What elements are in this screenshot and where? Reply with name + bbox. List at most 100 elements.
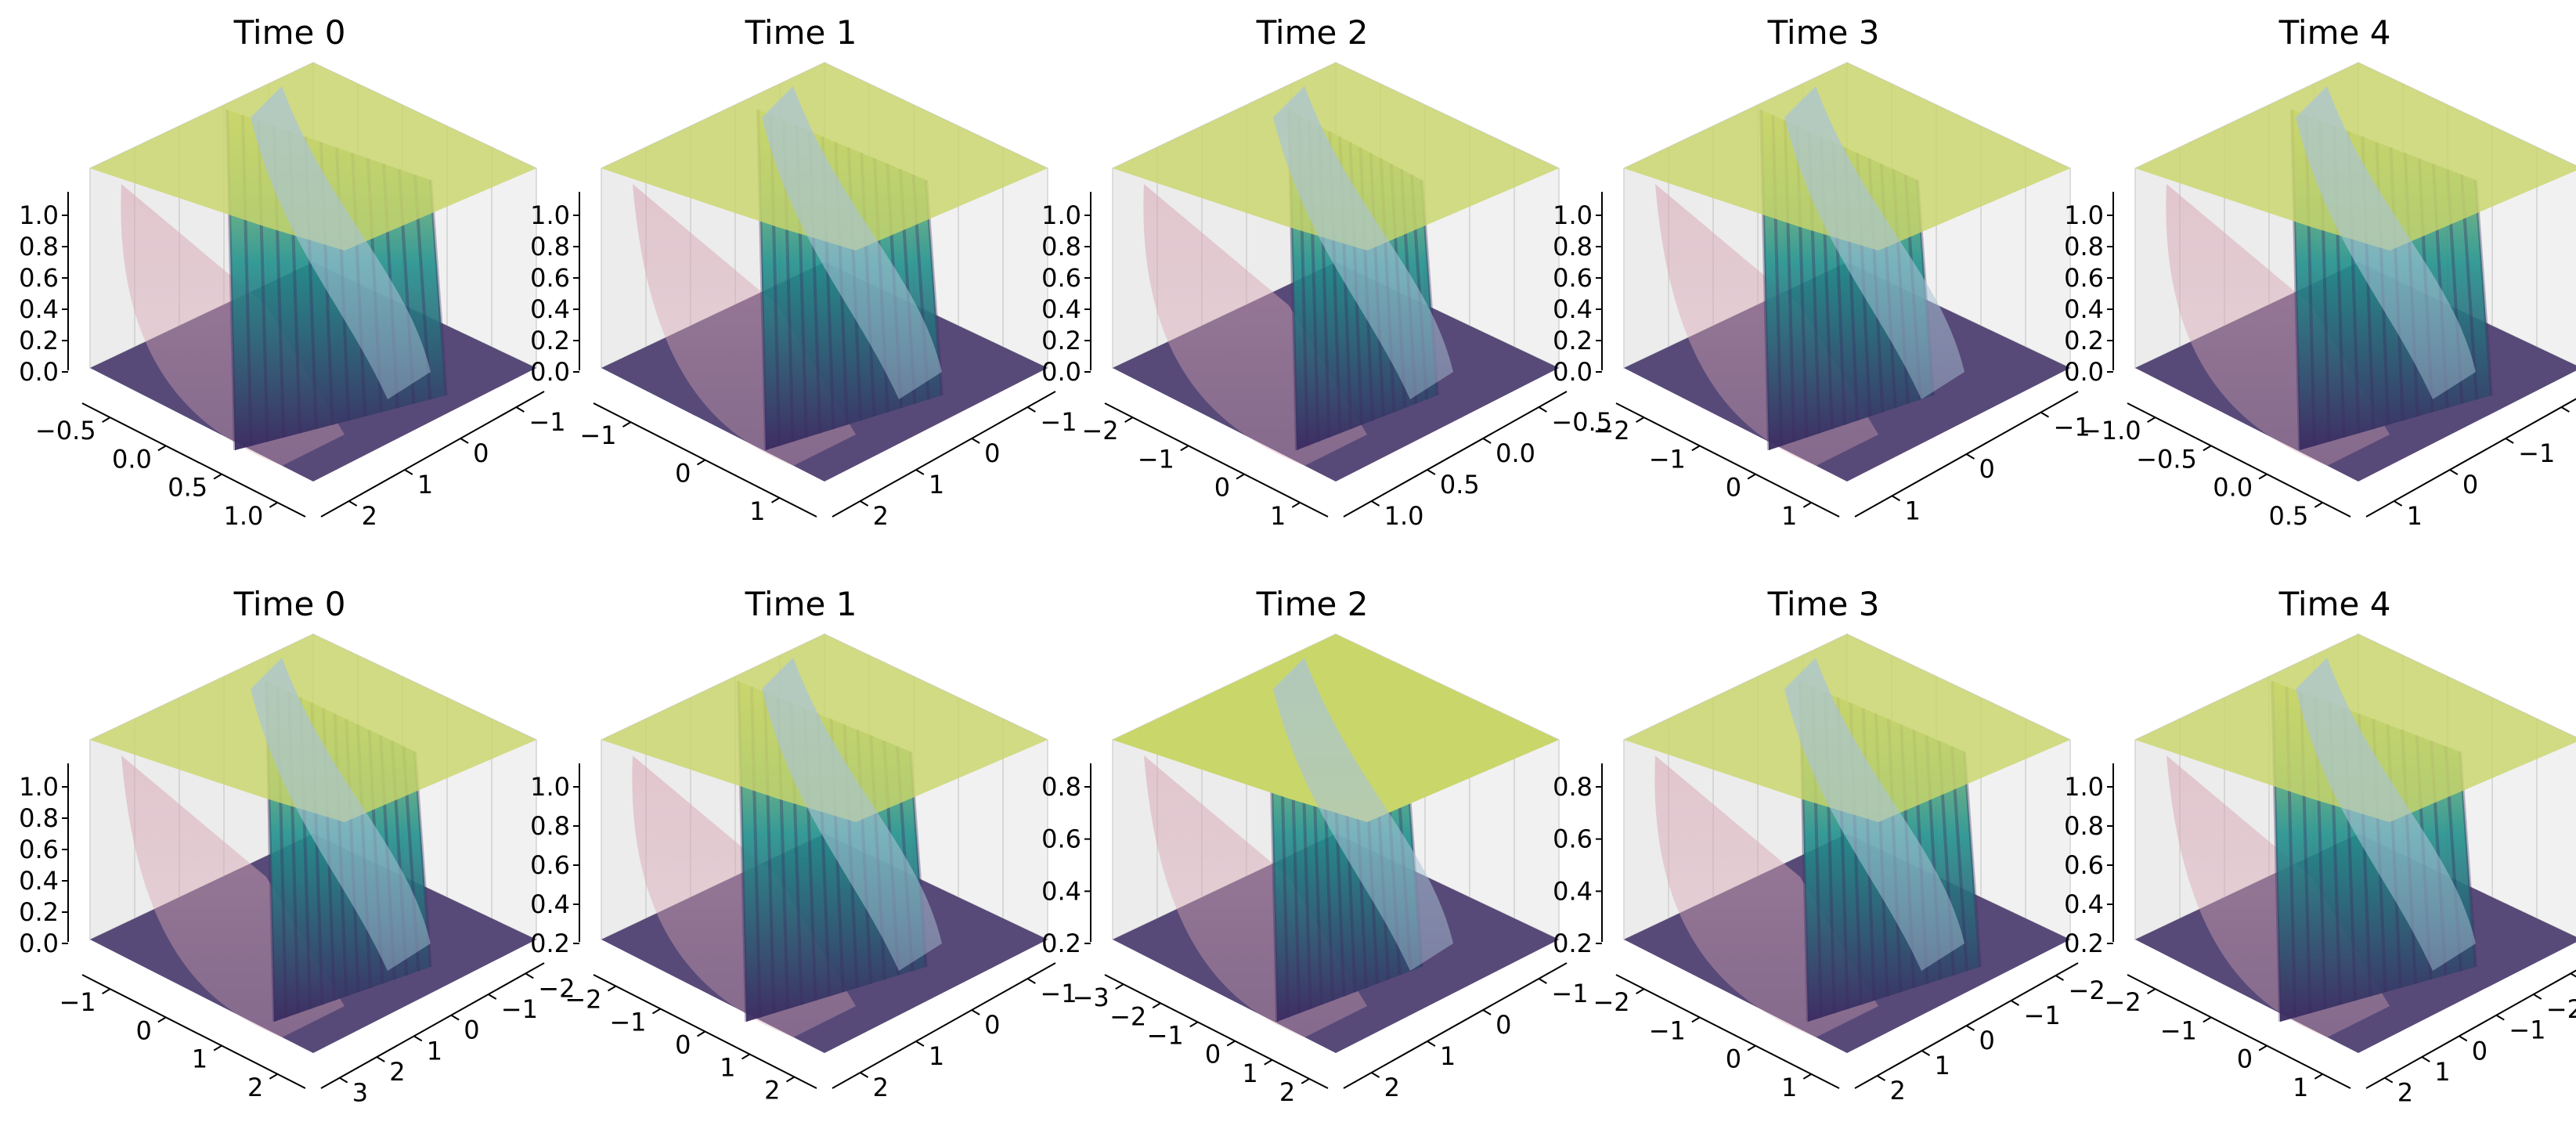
y-tick-label: 0 [2462, 470, 2478, 500]
x-tick-mark [269, 502, 278, 508]
z-tick-label: 1.0 [1553, 200, 1593, 230]
x-tick-mark [157, 445, 167, 452]
x-tick-label: −2 [1593, 416, 1629, 445]
panel-title: Time 1 [745, 585, 857, 623]
x-tick-mark [1301, 1078, 1310, 1084]
y-tick-label: 0 [1495, 1010, 1511, 1040]
y-tick-label: 1 [929, 1041, 944, 1071]
z-tick-label: 0.4 [530, 889, 570, 919]
z-tick-label: 0.6 [1041, 263, 1081, 293]
y-tick-label: 1 [2434, 1057, 2450, 1087]
surface-stripe [1963, 751, 1982, 968]
y-tick-label: 1 [1905, 496, 1921, 525]
x-tick-mark [1291, 502, 1301, 508]
x-tick-label: 1 [1781, 1073, 1797, 1102]
y-tick-mark [1371, 1072, 1380, 1078]
x-tick-label: 0 [1726, 1044, 1741, 1074]
y-tick-mark [915, 1041, 925, 1047]
x-tick-mark [741, 1053, 751, 1060]
z-tick-label: 0.8 [1553, 232, 1593, 262]
x-tick-mark [1747, 473, 1756, 480]
overlay-surface-blue [2296, 658, 2476, 971]
x-tick-mark [1802, 1073, 1812, 1080]
x-tick-label: −2 [1109, 1001, 1146, 1031]
z-tick-label: 0.4 [1553, 294, 1593, 324]
panel-title: Time 2 [1256, 585, 1369, 623]
y-tick-mark [860, 500, 869, 507]
x-axis-line [2127, 974, 2351, 1089]
y-tick-mark [971, 438, 980, 444]
y-axis-line [2365, 969, 2576, 1089]
x-tick-label: −3 [1073, 983, 1109, 1012]
x-tick-label: −0.5 [2136, 444, 2197, 474]
panel-title: Time 1 [745, 13, 857, 52]
x-tick-label: −2 [2104, 987, 2141, 1017]
y-tick-mark [2570, 972, 2576, 978]
x-tick-mark [1636, 988, 1645, 994]
y-tick-label: −2 [2574, 407, 2576, 437]
x-tick-mark [1226, 1040, 1236, 1047]
y-tick-label: 0 [1979, 1026, 1995, 1055]
y-tick-mark [488, 994, 497, 1000]
x-tick-label: 0 [1214, 473, 1230, 503]
y-tick-label: 0 [464, 1015, 479, 1045]
x-axis-line [81, 402, 306, 518]
z-tick-label: 0.6 [19, 835, 59, 864]
z-tick-label: 0.6 [530, 850, 570, 880]
z-tick-label: 0.0 [530, 357, 570, 387]
panel-title: Time 0 [233, 13, 346, 52]
x-tick-mark [1264, 1059, 1273, 1066]
surface-stripe [429, 179, 448, 396]
x-tick-mark [651, 1008, 662, 1015]
z-tick-label: 0.6 [1553, 263, 1593, 293]
panel-title: Time 0 [233, 585, 346, 623]
y-tick-mark [915, 469, 925, 475]
y-tick-label: −1 [2509, 1015, 2545, 1045]
x-tick-mark [607, 985, 617, 992]
y-tick-label: −1 [501, 994, 538, 1024]
y-tick-mark [1482, 1009, 1492, 1015]
y-tick-label: 2 [389, 1057, 405, 1087]
z-tick-label: 0.4 [19, 866, 59, 896]
y-tick-mark [1026, 978, 1036, 984]
y-tick-mark [2533, 994, 2542, 1000]
z-tick-label: 1.0 [19, 200, 59, 230]
x-tick-mark [1124, 417, 1134, 423]
x-tick-mark [269, 1073, 278, 1080]
x-tick-label: −1 [59, 987, 96, 1017]
panel-0-3: Time 3 1.00.80.60.40.20.0−2 −1 0 1 −1 0 1 [1553, 13, 2091, 531]
y-tick-mark [1538, 406, 1547, 413]
z-tick-label: 0.2 [530, 326, 570, 355]
x-tick-label: 0.0 [112, 444, 152, 474]
x-tick-mark [1189, 1021, 1199, 1028]
y-axis-line [2365, 398, 2576, 518]
z-tick-label: 0.4 [1041, 294, 1081, 324]
overlay-surface-blue [2296, 86, 2476, 399]
panel-0-2: Time 21.00.80.60.40.20.0−2−101−0.50.00.5… [1041, 13, 1612, 531]
x-tick-label: 0 [2237, 1044, 2253, 1074]
y-tick-mark [1026, 406, 1036, 413]
overlay-surface-blue [762, 86, 942, 399]
y-tick-label: −2 [538, 973, 575, 1003]
y-tick-mark [2394, 500, 2403, 507]
z-tick-label: 0.0 [1553, 357, 1593, 387]
y-tick-label: −2 [2069, 976, 2105, 1005]
z-tick-label: 0.4 [530, 294, 570, 324]
x-tick-mark [1802, 502, 1812, 508]
y-tick-label: 2 [362, 501, 377, 531]
x-tick-label: 0.5 [168, 473, 207, 503]
x-tick-label: 2 [764, 1076, 780, 1106]
overlay-surface-blue [1784, 86, 1964, 399]
z-tick-label: 0.6 [19, 263, 59, 293]
z-tick-label: 1.0 [1041, 200, 1081, 230]
y-tick-label: −1 [2024, 1001, 2061, 1030]
x-tick-mark [2314, 502, 2323, 508]
x-tick-label: 0 [1205, 1040, 1221, 1069]
x-tick-label: 0.5 [2268, 501, 2308, 531]
y-tick-mark [2560, 406, 2570, 413]
y-axis-line [320, 962, 545, 1089]
